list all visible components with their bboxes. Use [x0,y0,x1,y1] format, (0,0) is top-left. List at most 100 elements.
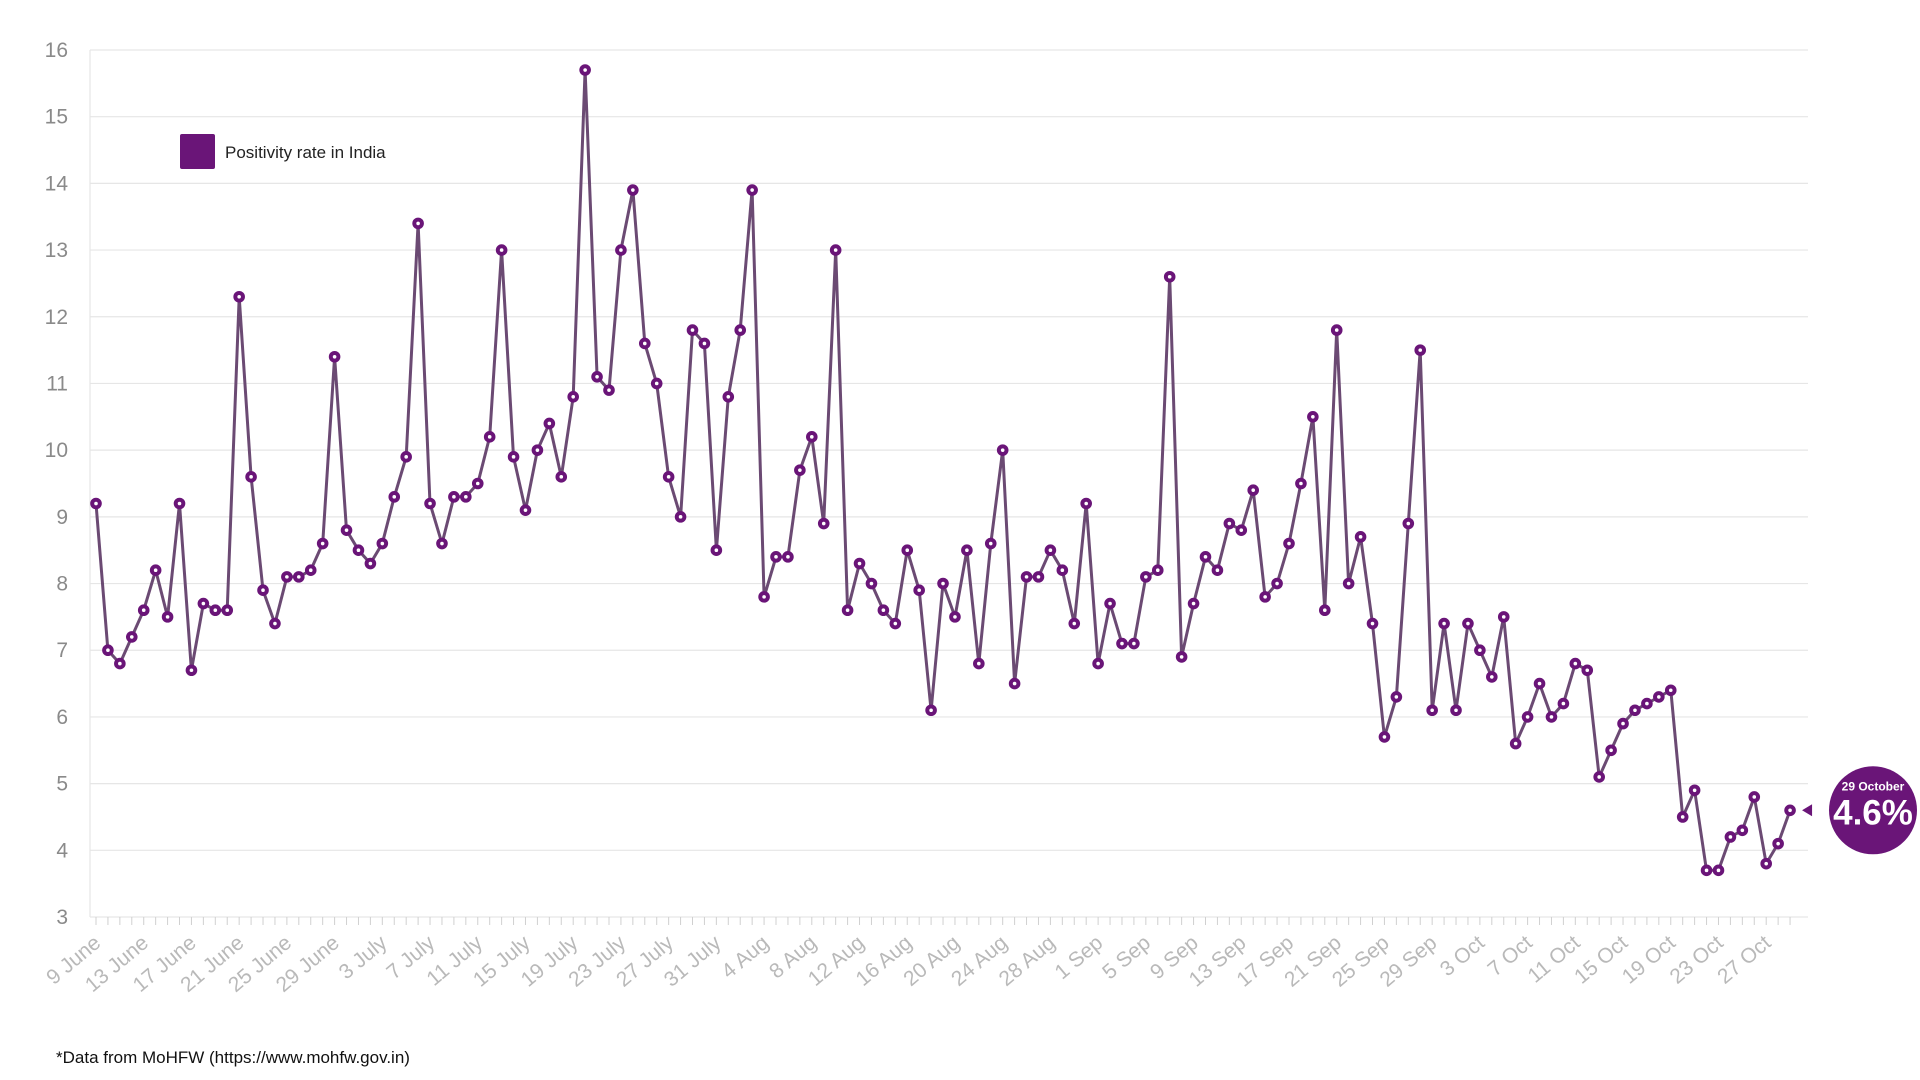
data-point-center [571,395,575,399]
data-point-center [1251,488,1256,492]
y-tick-label: 11 [46,372,68,395]
data-point-center [1167,274,1172,279]
data-point-center [1346,581,1351,586]
data-point-center [201,601,206,606]
data-point-center [249,475,253,479]
data-point-center [798,468,802,472]
x-tick-label: 5 Sep [1098,931,1155,984]
x-tick-label: 23 Oct [1666,931,1728,988]
data-point-center [213,608,218,613]
data-point-center [1597,775,1601,779]
data-point-center [1072,621,1077,626]
data-point-center [1036,575,1041,579]
data-point-center [678,515,683,519]
data-point-center [1203,555,1208,559]
data-point-center [225,608,230,613]
data-point-center [1382,735,1387,739]
legend-swatch [180,134,215,169]
y-tick-label: 14 [45,172,69,195]
data-point-center [917,588,921,593]
data-point-center [810,435,814,439]
data-point-center [392,495,397,499]
data-point-center [1000,448,1005,452]
data-point-center [118,661,122,666]
data-point-center [1430,708,1434,713]
x-tick-label: 19 Oct [1618,931,1680,988]
x-tick-label: 4 Aug [717,931,773,983]
data-point-center [1716,868,1721,873]
data-point-center [464,495,468,499]
legend: Positivity rate in India [180,134,386,169]
data-point-center [1454,708,1458,713]
data-point-center [988,541,993,546]
data-point-center [94,501,98,506]
data-point-center [237,294,241,299]
x-tick-label: 3 Oct [1436,931,1489,981]
data-point-center [547,421,552,426]
data-point-center [1537,681,1542,686]
y-tick-label: 5 [56,773,68,796]
y-tick-label: 4 [56,839,68,862]
data-point-center [1680,815,1685,819]
y-tick-label: 16 [45,39,68,62]
data-point-center [1776,841,1780,846]
data-point-center [368,561,373,566]
y-tick-label: 7 [56,639,68,662]
data-point-center [1299,481,1303,486]
data-point-center [1287,541,1291,546]
series-line [94,68,1792,872]
data-point-center [1322,608,1327,613]
data-point-center [475,481,480,486]
data-point-center [905,548,910,552]
data-point-center [869,581,874,586]
grid-lines [89,49,1808,918]
data-point-center [1585,668,1590,673]
y-tick-label: 13 [45,239,68,262]
data-point-center [1334,328,1339,332]
data-point-center [666,475,671,479]
data-point-center [1668,688,1673,693]
y-tick-label: 10 [45,439,68,462]
data-point-center [1788,808,1792,813]
data-point-center [631,188,635,192]
y-tick-label: 6 [56,706,68,729]
data-point-center [750,188,754,192]
y-tick-label: 15 [45,106,68,129]
latest-value-callout: 29 October 4.6% [1802,766,1917,855]
data-point-center [726,395,731,399]
data-point-center [774,555,778,559]
data-point-center [1466,621,1470,626]
data-point-center [535,448,540,452]
data-point-center [929,708,933,713]
data-point-center [308,568,313,572]
data-point-center [356,548,361,552]
data-point-center [1740,828,1745,833]
data-point-center [1573,661,1578,666]
data-point-center [523,508,528,512]
data-point-center [1239,528,1244,532]
data-point-center [1692,788,1697,793]
data-point-center [165,615,170,619]
data-point-center [1227,521,1232,526]
data-point-center [189,668,194,673]
data-point-center [177,501,182,506]
data-point-center [1764,861,1768,866]
data-point-center [690,328,695,332]
data-point-center [1728,835,1733,839]
data-point-center [1525,715,1530,719]
data-point-center [893,621,898,626]
data-point-center [559,475,564,479]
data-point-center [1370,621,1375,626]
data-point-center [595,374,599,379]
callout-pointer [1802,804,1813,817]
data-point-center [1752,795,1757,799]
data-point-center [1561,701,1566,706]
data-point-center [702,341,707,346]
series-positivity-rate [90,64,1796,877]
data-point-center [1633,708,1637,713]
data-point-center [129,635,134,639]
data-point-center [1621,721,1625,726]
data-point-center [977,661,981,666]
data-point-center [607,388,611,392]
